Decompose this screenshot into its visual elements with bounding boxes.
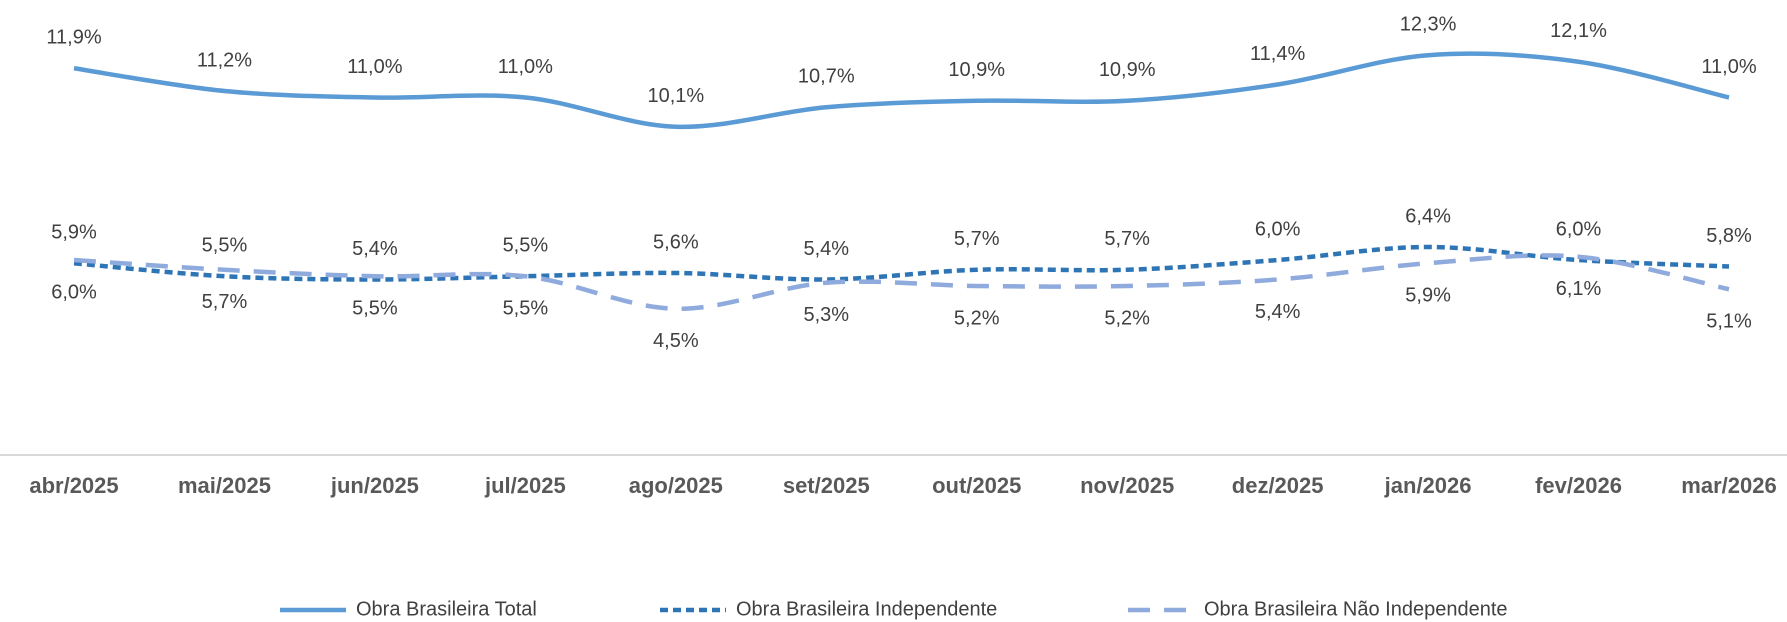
data-label: 10,9% xyxy=(948,59,1005,81)
data-label: 6,0% xyxy=(51,281,97,303)
data-label: 5,7% xyxy=(954,228,1000,250)
data-label: 10,9% xyxy=(1099,59,1156,81)
data-label: 12,3% xyxy=(1400,14,1457,36)
legend-label: Obra Brasileira Independente xyxy=(736,598,997,620)
data-label: 11,4% xyxy=(1250,43,1305,65)
legend-label: Obra Brasileira Total xyxy=(356,598,537,620)
data-label: 11,9% xyxy=(46,27,101,49)
data-label: 11,0% xyxy=(1701,56,1756,78)
x-tick-label: jun/2025 xyxy=(330,473,419,498)
series-line xyxy=(73,244,1730,282)
data-label: 5,5% xyxy=(352,298,398,320)
data-label: 5,9% xyxy=(51,222,97,244)
series-line xyxy=(73,51,1730,130)
data-label: 5,2% xyxy=(954,307,1000,329)
x-tick-label: mai/2025 xyxy=(178,473,271,498)
data-label: 5,5% xyxy=(503,298,549,320)
x-tick-label: set/2025 xyxy=(783,473,870,498)
data-label: 4,5% xyxy=(653,330,699,352)
x-tick-label: jan/2026 xyxy=(1384,473,1472,498)
data-label: 5,5% xyxy=(202,235,248,257)
data-label: 5,6% xyxy=(653,231,699,253)
data-label: 5,8% xyxy=(1706,225,1752,247)
data-label: 5,4% xyxy=(352,238,398,260)
data-label: 6,0% xyxy=(1255,218,1301,240)
data-label: 11,0% xyxy=(347,56,402,78)
data-label: 5,4% xyxy=(803,238,849,260)
data-label: 10,7% xyxy=(798,66,855,88)
data-label: 6,1% xyxy=(1556,278,1602,300)
data-label: 5,5% xyxy=(503,235,549,257)
x-tick-label: nov/2025 xyxy=(1080,473,1174,498)
data-label: 5,1% xyxy=(1706,311,1752,333)
data-label: 5,4% xyxy=(1255,301,1301,323)
x-tick-label: jul/2025 xyxy=(484,473,566,498)
x-tick-label: abr/2025 xyxy=(29,473,118,498)
legend-label: Obra Brasileira Não Independente xyxy=(1204,598,1508,620)
data-label: 10,1% xyxy=(647,85,704,107)
x-tick-label: mar/2026 xyxy=(1681,473,1776,498)
data-label: 6,4% xyxy=(1405,205,1451,227)
x-tick-label: fev/2026 xyxy=(1535,473,1622,498)
data-label: 5,9% xyxy=(1405,285,1451,307)
data-label: 5,7% xyxy=(202,291,248,313)
data-label: 12,1% xyxy=(1550,20,1607,42)
x-tick-label: out/2025 xyxy=(932,473,1021,498)
data-label: 5,7% xyxy=(1104,228,1150,250)
data-label: 5,2% xyxy=(1104,307,1150,329)
x-tick-label: ago/2025 xyxy=(629,473,723,498)
series-line xyxy=(73,253,1730,312)
data-label: 6,0% xyxy=(1556,218,1602,240)
data-label: 11,0% xyxy=(498,56,553,78)
data-label: 5,3% xyxy=(803,304,849,326)
x-tick-label: dez/2025 xyxy=(1232,473,1324,498)
data-label: 11,2% xyxy=(197,49,252,71)
